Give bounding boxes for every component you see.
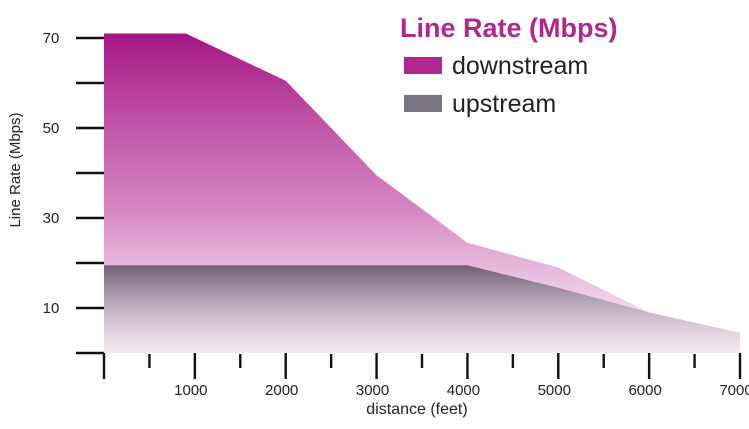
legend-swatch-upstream [404,95,442,112]
axes-layer: 1000 2000 3000 4000 5000 6000 7000 10 30 50 70 [43,30,749,399]
legend-label-downstream: downstream [452,52,588,80]
y-axis-label: Line Rate (Mbps) [7,112,24,227]
x-tick-label: 2000 [265,382,298,399]
x-tick-label: 7000 [719,382,749,399]
x-tick-label: 4000 [447,382,480,399]
x-tick-label: 1000 [174,382,207,399]
x-tick-label: 3000 [356,382,389,399]
legend-title: Line Rate (Mbps) [400,13,618,43]
series-layer [103,33,741,353]
x-tick-label: 6000 [628,382,661,399]
legend-swatch-downstream [404,57,442,74]
x-axis-label: distance (feet) [366,401,467,418]
legend-label-upstream: upstream [452,90,556,118]
y-tick-label: 50 [43,120,60,137]
y-tick-label: 10 [43,300,60,317]
y-tick-label: 30 [43,210,60,227]
x-tick-label: 5000 [538,382,571,399]
area-upstream [104,265,740,353]
legend: Line Rate (Mbps) downstream upstream [400,13,618,118]
y-tick-label: 70 [43,30,60,47]
